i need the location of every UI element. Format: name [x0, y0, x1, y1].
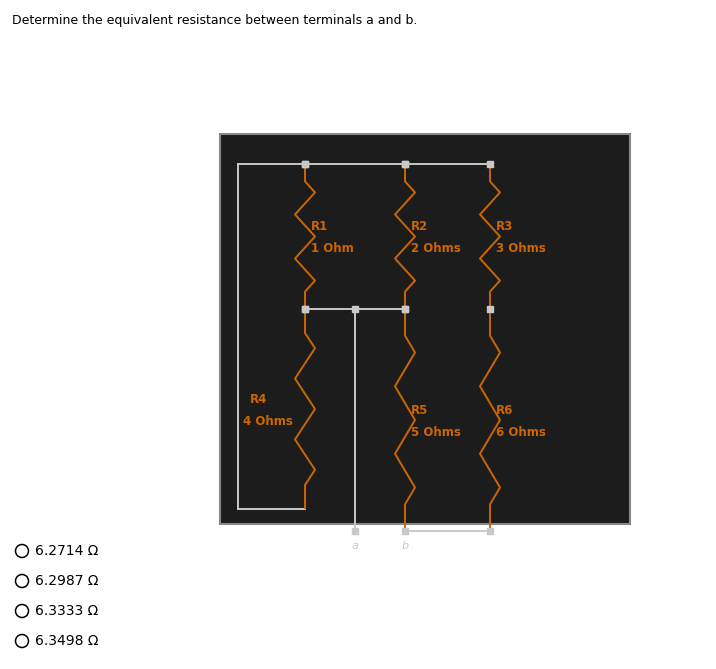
Text: 1 Ohm: 1 Ohm	[311, 242, 354, 255]
Text: 4 Ohms: 4 Ohms	[243, 415, 293, 427]
Text: R6: R6	[496, 403, 513, 417]
Text: 6.3498 Ω: 6.3498 Ω	[35, 634, 99, 648]
Text: R3: R3	[496, 220, 513, 233]
Text: R4: R4	[250, 393, 267, 405]
Text: 5 Ohms: 5 Ohms	[411, 425, 461, 438]
Text: 6.2987 Ω: 6.2987 Ω	[35, 574, 99, 588]
Text: R2: R2	[411, 220, 428, 233]
Text: R1: R1	[311, 220, 328, 233]
Text: R5: R5	[411, 403, 428, 417]
Text: 6.2714 Ω: 6.2714 Ω	[35, 544, 98, 558]
Text: 2 Ohms: 2 Ohms	[411, 242, 461, 255]
Text: 3 Ohms: 3 Ohms	[496, 242, 546, 255]
Bar	[220, 134, 630, 524]
Text: a: a	[352, 541, 359, 551]
Text: 6 Ohms: 6 Ohms	[496, 425, 546, 438]
Text: b: b	[402, 541, 409, 551]
Text: Determine the equivalent resistance between terminals a and b.: Determine the equivalent resistance betw…	[12, 14, 417, 27]
Text: 6.3333 Ω: 6.3333 Ω	[35, 604, 98, 618]
